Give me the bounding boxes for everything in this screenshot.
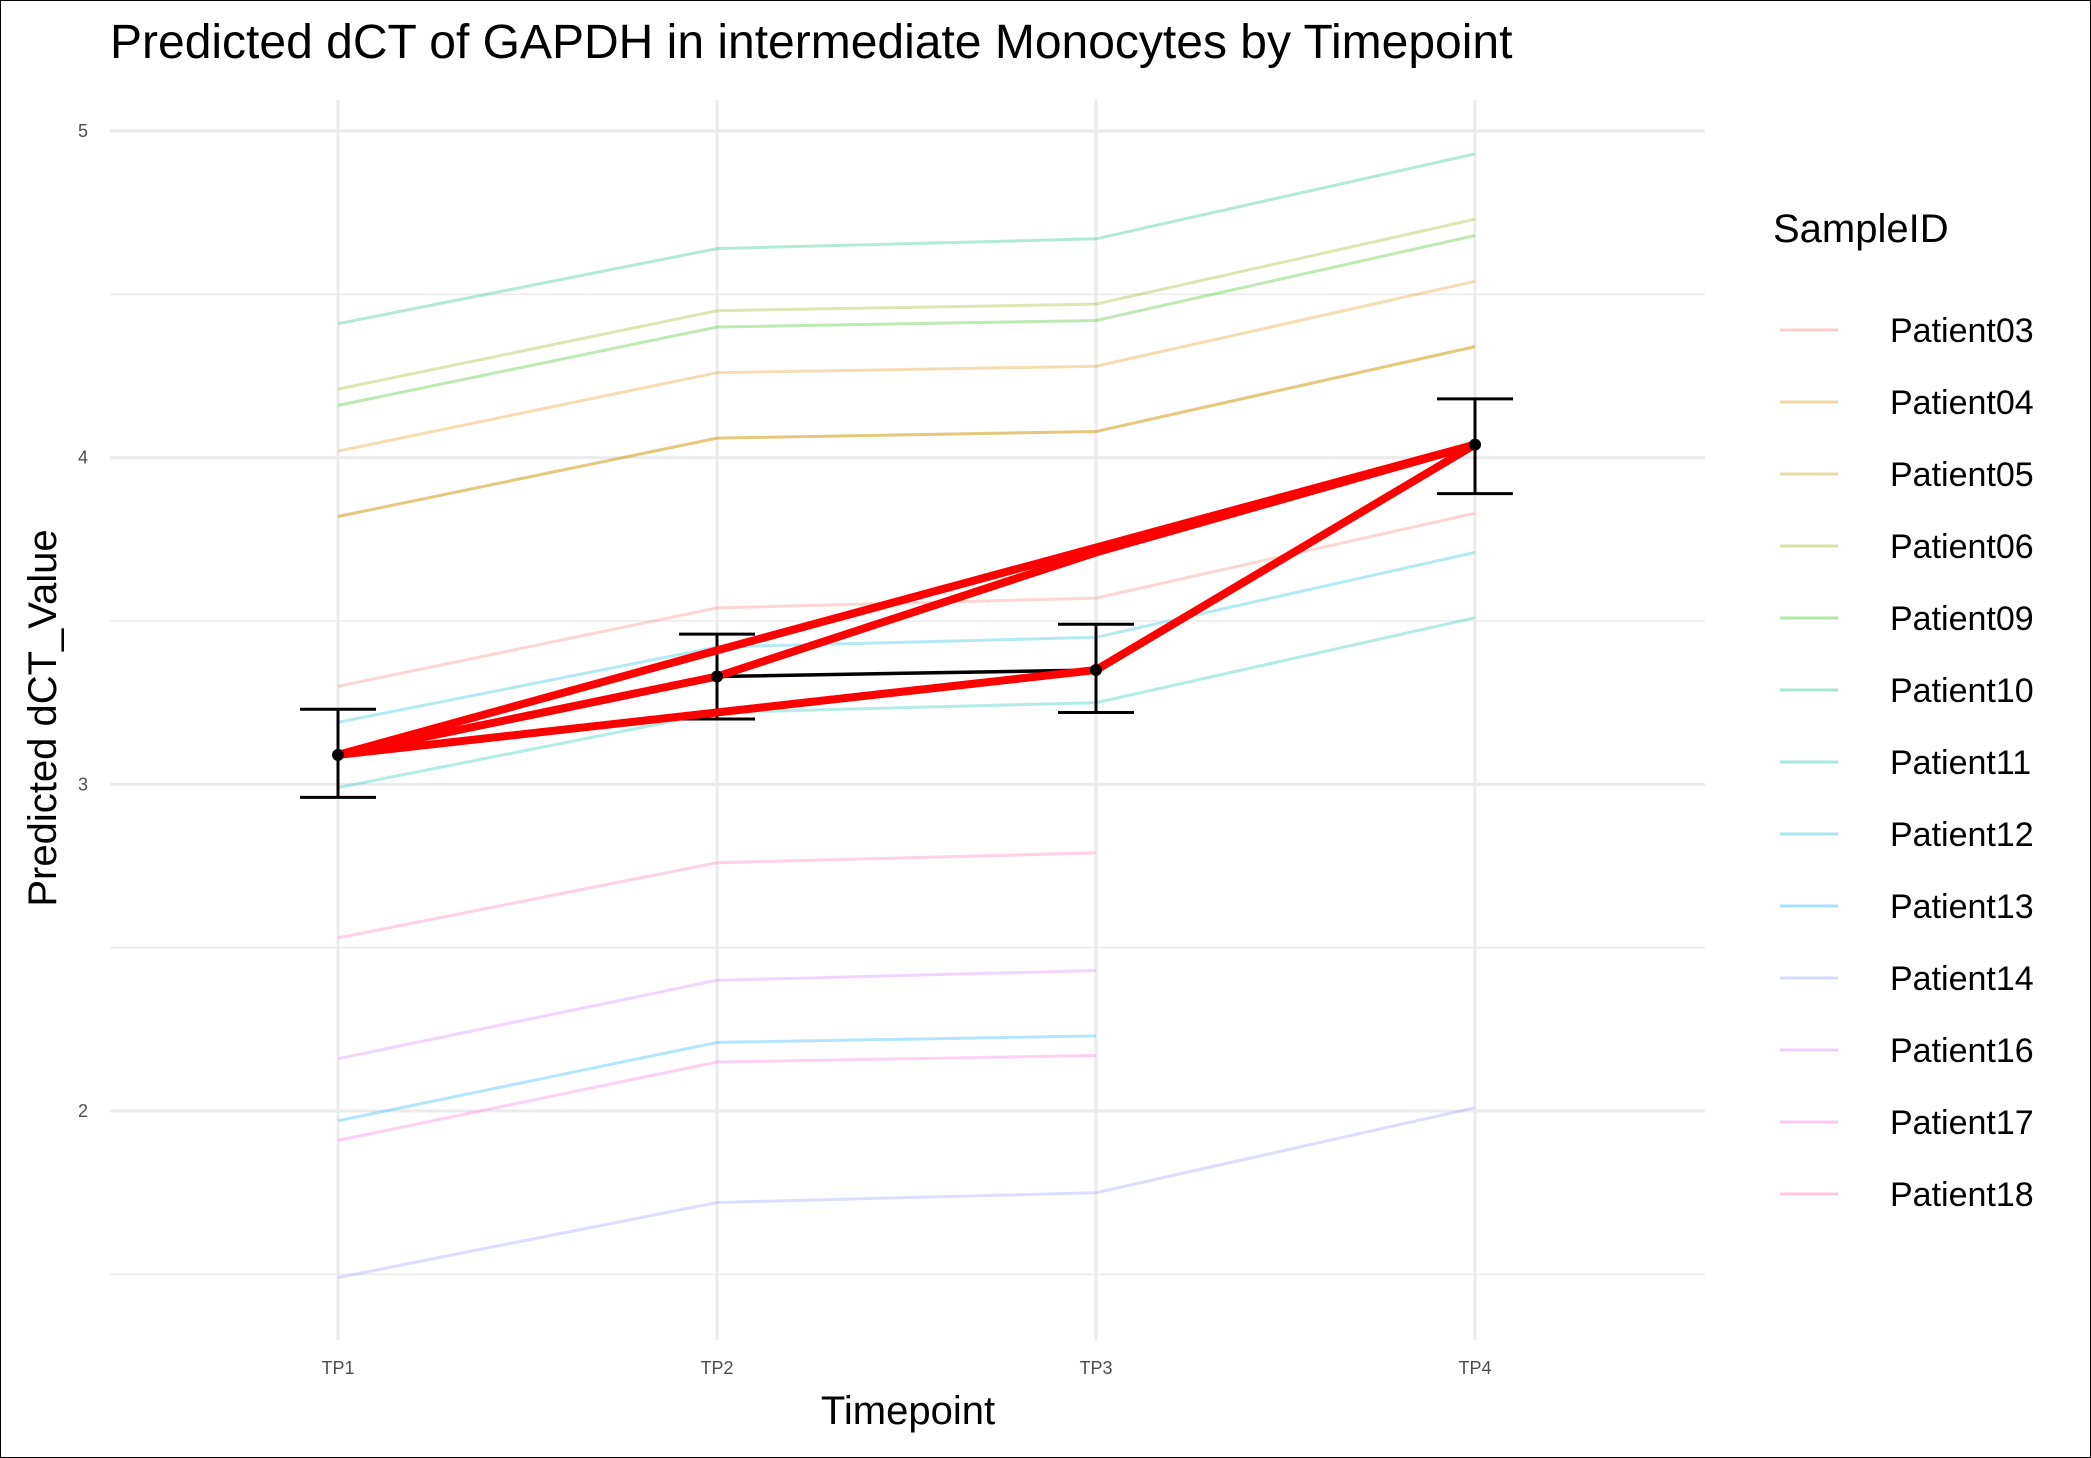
legend-item: Patient10	[1780, 672, 2034, 710]
legend-label: Patient10	[1890, 672, 2034, 710]
chart-title: Predicted dCT of GAPDH in intermediate M…	[110, 16, 1512, 69]
y-tick-label: 4	[78, 448, 88, 468]
legend-label: Patient05	[1890, 456, 2034, 494]
highlight-layer	[332, 438, 1481, 761]
legend-item: Patient11	[1780, 744, 2031, 782]
legend-label: Patient04	[1890, 384, 2034, 422]
y-tick-label: 3	[78, 774, 88, 794]
series-line-patient05	[337, 345, 1476, 518]
legend-item: Patient06	[1780, 528, 2034, 566]
legend-label: Patient14	[1890, 960, 2034, 998]
x-tick-label: TP1	[321, 1358, 354, 1378]
series-line-patient17	[337, 1054, 1097, 1142]
series-line-patient16	[337, 969, 1097, 1061]
legend-label: Patient12	[1890, 816, 2034, 854]
legend-label: Patient06	[1890, 528, 2034, 566]
series-line-patient18	[337, 851, 1097, 940]
series-line-patient09	[337, 234, 1476, 407]
highlight-line	[334, 440, 1479, 759]
legend-item: Patient12	[1780, 816, 2034, 854]
legend-label: Patient18	[1890, 1176, 2034, 1214]
y-tick-label: 2	[78, 1101, 88, 1121]
legend-item: Patient14	[1780, 960, 2034, 998]
legend-item: Patient13	[1780, 888, 2034, 926]
legend-item: Patient09	[1780, 600, 2034, 638]
series-layer	[337, 152, 1476, 1280]
series-line-patient11	[337, 616, 1476, 790]
legend-label: Patient16	[1890, 1032, 2034, 1070]
series-line-patient04	[337, 279, 1476, 453]
y-axis-label: Predicted dCT_Value	[21, 529, 65, 906]
legend-label: Patient03	[1890, 312, 2034, 350]
x-axis-label: Timepoint	[821, 1389, 995, 1433]
series-line-patient14	[337, 1106, 1476, 1280]
axis-layer: 2 3 4 5 TP1 TP2 TP3 TP4	[78, 121, 1492, 1378]
legend-label: Patient13	[1890, 888, 2034, 926]
y-tick-label: 5	[78, 121, 88, 141]
legend-item: Patient18	[1780, 1176, 2034, 1214]
series-line-patient13	[337, 1034, 1097, 1123]
legend-item: Patient05	[1780, 456, 2034, 494]
mean-point	[711, 670, 723, 683]
mean-point	[1090, 664, 1102, 676]
legend-item: Patient17	[1780, 1104, 2034, 1142]
series-line-patient04	[337, 345, 1476, 518]
mean-point	[1469, 438, 1481, 451]
legend-item: Patient04	[1780, 384, 2034, 422]
legend-item: Patient03	[1780, 312, 2034, 350]
legend-label: Patient09	[1890, 600, 2034, 638]
x-tick-label: TP3	[1079, 1358, 1112, 1378]
legend-label: Patient11	[1890, 744, 2031, 782]
legend: Patient03 Patient04 Patient05 Patient06 Pati…	[1780, 312, 2034, 1214]
mean-point	[332, 748, 344, 761]
legend-label: Patient17	[1890, 1104, 2034, 1142]
series-line-patient12	[337, 550, 1476, 724]
x-tick-label: TP2	[700, 1358, 733, 1378]
series-line-patient10	[337, 152, 1476, 326]
x-tick-label: TP4	[1458, 1358, 1491, 1378]
series-line-patient06	[337, 217, 1476, 391]
legend-title: SampleID	[1773, 207, 1949, 251]
legend-item: Patient16	[1780, 1032, 2034, 1070]
